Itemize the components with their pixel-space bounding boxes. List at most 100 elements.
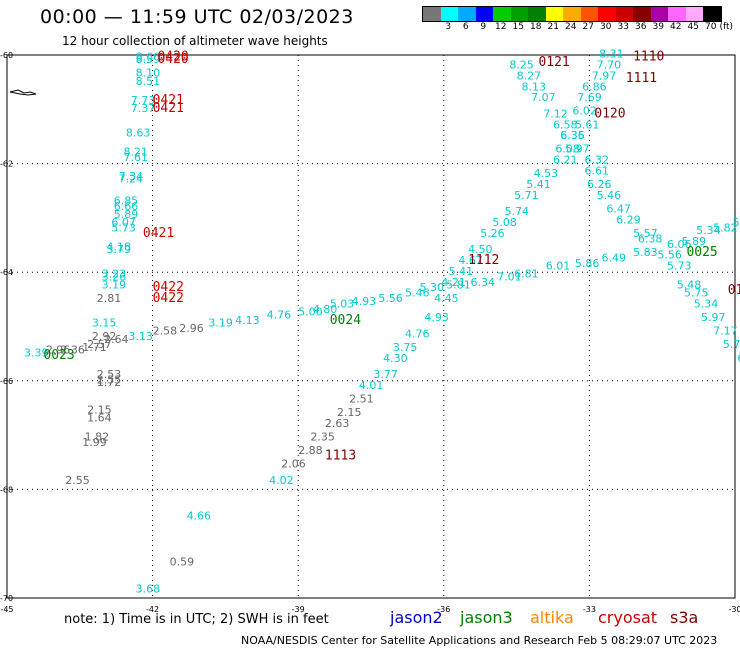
color-swatch <box>703 7 721 21</box>
wave-height-label: 2.51 <box>349 393 374 406</box>
pass-time-label: 1113 <box>325 449 356 464</box>
wave-height-label: 4.76 <box>267 308 292 321</box>
color-swatch <box>563 7 581 21</box>
latitude-tick-label: -66 <box>0 377 13 386</box>
wave-height-label: 6.21 <box>553 154 578 167</box>
pass-time-label: 0024 <box>330 313 361 328</box>
wave-height-label: 7.97 <box>592 69 617 82</box>
legend-item-altika: altika <box>530 608 574 627</box>
wave-height-label: 4.93 <box>424 311 449 324</box>
wave-height-label: 6.35 <box>560 129 585 142</box>
wave-height-label: 6.07 <box>111 216 136 229</box>
map-frame <box>6 54 736 599</box>
wave-height-label: 6.47 <box>606 202 631 215</box>
wave-height-label: 8.13 <box>521 80 546 93</box>
wave-height-label: 2.92 <box>92 330 117 343</box>
wave-height-label: 5.03 <box>330 297 355 310</box>
wave-height-label: 7.07 <box>531 91 556 104</box>
legend-item-jason2: jason2 <box>390 608 443 627</box>
wave-height-label: 2.96 <box>179 322 204 335</box>
wave-height-label: 4.18 <box>106 240 131 253</box>
wave-height-label: 5.34 <box>694 297 719 310</box>
color-swatch <box>598 7 616 21</box>
pass-time-label: 0421 <box>143 226 174 241</box>
wave-height-label: 5.08 <box>492 216 517 229</box>
wave-height-label: 3.68 <box>136 583 161 596</box>
wave-height-label: 7.69 <box>577 91 602 104</box>
wave-height-label: 6.46 <box>737 352 740 365</box>
wave-height-label: 4.50 <box>468 243 493 256</box>
color-swatch <box>510 7 528 21</box>
wave-height-label: 4.30 <box>383 352 408 365</box>
color-scale-label: 15 <box>512 22 524 32</box>
wave-height-label: 6.01 <box>546 259 571 272</box>
wave-height-label: 5.61 <box>575 118 600 131</box>
wave-height-label: 6.66 <box>114 200 139 213</box>
pass-time-label: 1112 <box>468 253 499 268</box>
wave-height-label: 4.13 <box>235 314 260 327</box>
wave-height-label: 8.59 <box>136 53 161 66</box>
wave-height-label: 6.58 <box>553 118 578 131</box>
wave-height-label: 6.32 <box>585 154 610 167</box>
wave-height-label: 2.36 <box>60 344 85 357</box>
wave-height-label: 3.13 <box>128 330 153 343</box>
wave-height-label: 2.55 <box>97 374 122 387</box>
wave-height-label: 5.56 <box>378 292 403 305</box>
color-scale-label: 24 <box>565 22 577 32</box>
wave-height-label: 5.72 <box>733 216 740 229</box>
wave-height-label: 3.15 <box>92 317 117 330</box>
longitude-tick-label: -36 <box>437 605 450 614</box>
wave-height-label: 3.19 <box>208 317 233 330</box>
legend-item-s3a: s3a <box>670 608 699 627</box>
wave-height-label: 2.53 <box>97 368 122 381</box>
color-swatch <box>650 7 668 21</box>
island-coastline <box>9 89 37 96</box>
longitude-tick-label: -39 <box>292 605 305 614</box>
wave-height-label: 6.02 <box>572 105 597 118</box>
wave-height-label: 4.93 <box>352 295 377 308</box>
wave-height-label: 5.89 <box>114 208 139 221</box>
longitude-tick-label: -30 <box>728 605 740 614</box>
wave-height-label: 4.53 <box>534 167 559 180</box>
wave-height-label: 8.25 <box>509 59 534 72</box>
color-scale-label: 21 <box>547 22 559 32</box>
wave-height-label: 6.86 <box>582 80 607 93</box>
color-swatch <box>528 7 546 21</box>
wave-height-label: 6.08 <box>555 143 580 156</box>
color-scale-label: 30 <box>600 22 612 32</box>
color-swatch <box>633 7 651 21</box>
latitude-tick-label: -62 <box>0 160 13 169</box>
wave-height-label: 1.64 <box>87 412 112 425</box>
legend-item-cryosat: cryosat <box>598 608 658 627</box>
wave-height-label: 5.41 <box>526 178 551 191</box>
wave-height-label: 2.15 <box>337 406 362 419</box>
wave-height-label: 5.30 <box>420 281 445 294</box>
color-scale-label: 27 <box>582 22 594 32</box>
wave-height-label: 5.41 <box>449 265 474 278</box>
wave-height-label: 5.73 <box>667 259 692 272</box>
wave-height-label: 6.38 <box>638 232 663 245</box>
color-scale-label: 39 <box>652 22 664 32</box>
pass-time-label: 0422 <box>153 280 184 295</box>
wave-height-label: 5.56 <box>657 249 682 262</box>
wave-height-label: 5.71 <box>514 189 539 202</box>
color-scale-label: 42 <box>670 22 682 32</box>
wave-height-label: 5.46 <box>405 287 430 300</box>
wave-height-label: 2.55 <box>65 474 90 487</box>
page-subtitle: 12 hour collection of altimeter wave hei… <box>62 34 328 48</box>
wave-height-label: 2.58 <box>153 325 178 338</box>
wave-height-label: 8.21 <box>123 145 148 158</box>
wave-height-label: 5.81 <box>446 278 471 291</box>
wave-height-label: 8.31 <box>599 48 624 61</box>
pass-time-label: 1110 <box>633 49 664 64</box>
wave-height-label: 2.64 <box>104 333 129 346</box>
latitude-tick-label: -64 <box>0 268 13 277</box>
wave-height-label: 5.57 <box>633 227 658 240</box>
units-note: note: 1) Time is in UTC; 2) SWH is in fe… <box>64 612 329 627</box>
legend-item-jason3: jason3 <box>460 608 513 627</box>
wave-height-label: 5.97 <box>701 311 726 324</box>
color-scale-label: 3 <box>445 22 452 32</box>
wave-height-label: 5.89 <box>682 235 707 248</box>
wave-height-label: 6.36 <box>560 129 585 142</box>
